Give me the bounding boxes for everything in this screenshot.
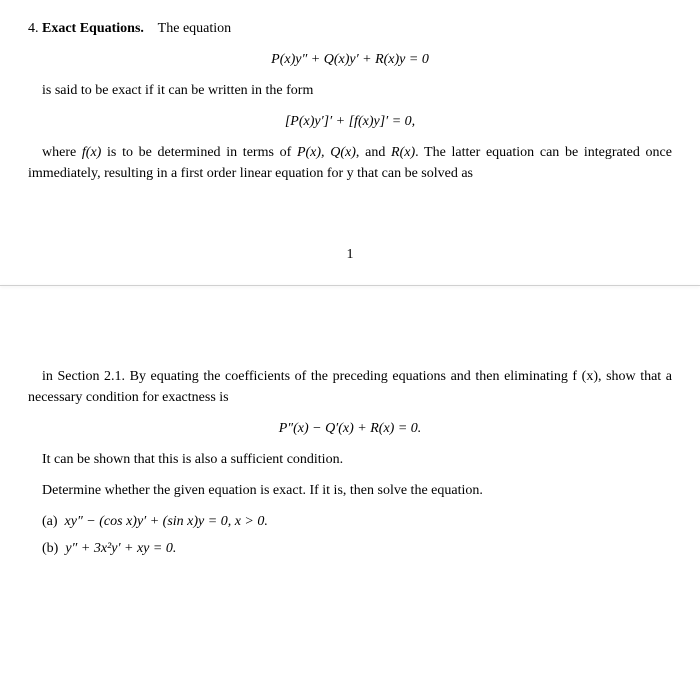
equation-2: [P(x)y′]′ + [f(x)y]′ = 0, (28, 111, 672, 132)
page-break-line (0, 285, 700, 286)
line2-c: is to be determined in terms of (101, 145, 297, 160)
problem-number: 4. (28, 21, 39, 36)
line2-d: P(x), Q(x) (297, 145, 356, 160)
part-a-label: (a) (42, 514, 58, 529)
problem-intro: The equation (158, 21, 231, 36)
page-number: 1 (28, 244, 672, 265)
line2-b: f(x) (82, 145, 101, 160)
text-line-5: Determine whether the given equation is … (28, 480, 672, 501)
text-line-1: is said to be exact if it can be written… (28, 80, 672, 101)
text-line-2: where f(x) is to be determined in terms … (28, 142, 672, 184)
part-a: (a) xy″ − (cos x)y′ + (sin x)y = 0, x > … (42, 511, 672, 532)
problem-title: Exact Equations. (42, 21, 144, 36)
part-b-label: (b) (42, 541, 58, 556)
problem-header: 4. Exact Equations. The equation (28, 18, 672, 39)
line2-f: R(x) (391, 145, 415, 160)
part-a-equation: xy″ − (cos x)y′ + (sin x)y = 0, x > 0. (65, 514, 268, 529)
equation-1: P(x)y″ + Q(x)y′ + R(x)y = 0 (28, 49, 672, 70)
line2-a: where (42, 145, 82, 160)
part-b: (b) y″ + 3x²y′ + xy = 0. (42, 538, 672, 559)
line2-e: , and (356, 145, 391, 160)
text-line-3: in Section 2.1. By equating the coeffici… (28, 366, 672, 408)
equation-3: P″(x) − Q′(x) + R(x) = 0. (28, 418, 672, 439)
part-b-equation: y″ + 3x²y′ + xy = 0. (65, 541, 176, 556)
text-line-4: It can be shown that this is also a suff… (28, 449, 672, 470)
